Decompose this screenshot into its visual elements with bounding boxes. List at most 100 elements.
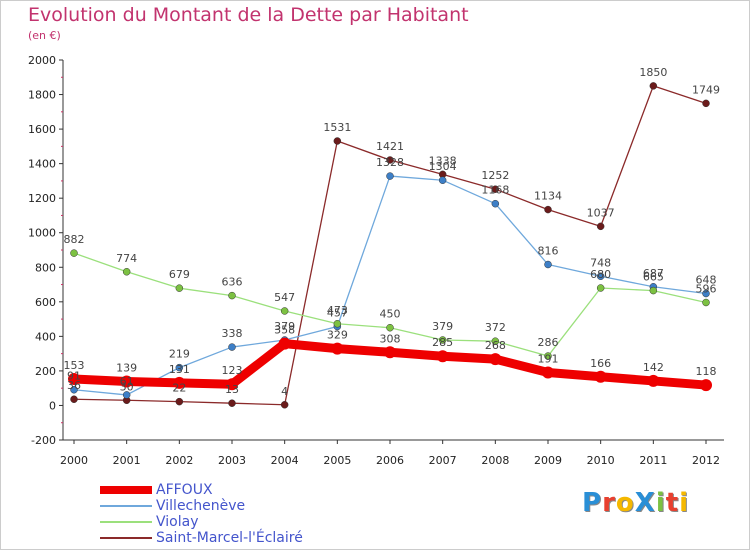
y-tick-label: 2000 <box>28 54 56 67</box>
data-point-violay <box>649 286 658 295</box>
y-tick-label: 800 <box>35 261 56 274</box>
y-tick-label: 1200 <box>28 192 56 205</box>
data-label-violay: 665 <box>643 271 664 284</box>
data-point-violay <box>491 337 500 345</box>
series-layer <box>68 82 712 409</box>
legend-item-affoux: AFFOUX <box>100 482 360 498</box>
data-label-villechene-ve: 687 <box>643 267 664 280</box>
proxiti-logo: ProXiti <box>582 488 689 518</box>
data-label-affoux: 142 <box>643 361 664 374</box>
data-label-villechene-ve: 61 <box>120 375 134 388</box>
legend-label: Villechenève <box>156 498 246 514</box>
y-tick-label: 600 <box>35 296 56 309</box>
data-label-affoux: 131 <box>169 363 190 376</box>
legend-swatch <box>100 537 152 539</box>
data-point-villechene-ve <box>70 385 78 394</box>
logo-letter: r <box>602 488 616 518</box>
data-point-saint-marcel-l-e-claire <box>544 205 552 214</box>
data-label-saint-marcel-l-e-claire: 1850 <box>639 66 667 79</box>
data-label-violay: 450 <box>380 308 401 321</box>
data-point-affoux <box>647 374 660 387</box>
data-point-villechene-ve <box>596 272 605 281</box>
data-point-violay <box>544 352 552 360</box>
chart-title: Evolution du Montant de la Dette par Hab… <box>28 4 469 26</box>
data-point-villechene-ve <box>438 176 447 184</box>
x-tick-label: 2003 <box>218 454 246 467</box>
data-label-saint-marcel-l-e-claire: 22 <box>172 382 186 395</box>
data-label-violay: 473 <box>327 304 348 317</box>
data-point-violay <box>70 249 78 257</box>
logo-letter: o <box>615 488 635 518</box>
data-label-violay: 379 <box>432 320 453 333</box>
y-tick-label: 0 <box>49 399 56 412</box>
x-tick-label: 2012 <box>692 454 720 467</box>
x-tick-label: 2005 <box>323 454 351 467</box>
legend-swatch <box>100 505 152 507</box>
data-label-affoux: 308 <box>380 332 401 345</box>
data-point-violay <box>122 268 131 276</box>
y-tick-label: 1000 <box>28 227 56 240</box>
legend-item-violay: Violay <box>100 514 360 530</box>
data-point-violay <box>438 336 447 344</box>
logo-letter: i <box>655 488 666 518</box>
data-label-saint-marcel-l-e-claire: 30 <box>120 380 134 393</box>
data-label-violay: 596 <box>696 283 717 296</box>
data-label-affoux: 123 <box>222 364 243 377</box>
data-point-saint-marcel-l-e-claire <box>649 82 658 90</box>
data-label-saint-marcel-l-e-claire: 1531 <box>323 121 351 134</box>
data-label-saint-marcel-l-e-claire: 1252 <box>481 169 509 182</box>
data-point-violay <box>228 291 236 300</box>
data-label-saint-marcel-l-e-claire: 1037 <box>587 206 615 219</box>
data-label-affoux: 118 <box>696 365 717 378</box>
logo-letter: t <box>665 488 680 518</box>
data-label-villechene-ve: 91 <box>67 370 81 383</box>
data-point-saint-marcel-l-e-claire <box>386 156 394 164</box>
legend-item-saint-marcel-l-e-claire: Saint-Marcel-l'Éclairé <box>100 530 360 546</box>
logo-letter: P <box>582 488 603 518</box>
x-tick-label: 2010 <box>587 454 615 467</box>
data-label-affoux: 153 <box>64 359 85 372</box>
data-point-villechene-ve <box>702 289 710 298</box>
y-tick-label: 400 <box>35 330 56 343</box>
x-tick-label: 2004 <box>271 454 299 467</box>
legend-label: AFFOUX <box>156 482 213 498</box>
data-point-saint-marcel-l-e-claire <box>333 137 342 145</box>
data-label-villechene-ve: 1304 <box>429 160 457 173</box>
data-point-villechene-ve <box>122 391 131 399</box>
data-point-affoux <box>278 337 291 350</box>
x-tick-label: 2000 <box>60 454 88 467</box>
data-point-violay <box>280 307 289 315</box>
x-tick-label: 2008 <box>481 454 509 467</box>
data-point-saint-marcel-l-e-claire <box>491 185 500 193</box>
data-point-affoux <box>173 376 186 389</box>
data-point-violay <box>386 323 394 332</box>
data-point-villechene-ve <box>544 260 552 269</box>
legend-label: Violay <box>156 514 199 530</box>
chart-unit-label: (en €) <box>28 29 61 42</box>
x-tick-label: 2006 <box>376 454 404 467</box>
axes: -200 0 200 400 600 800 1000 1200 1400 1600 1800 200… <box>28 54 724 467</box>
data-label-villechene-ve: 1168 <box>481 184 509 197</box>
data-label-violay: 680 <box>590 268 611 281</box>
data-point-saint-marcel-l-e-claire <box>228 399 236 407</box>
legend-label: Saint-Marcel-l'Éclairé <box>156 530 303 546</box>
data-point-affoux <box>226 378 238 391</box>
x-tick-label: 2002 <box>165 454 193 467</box>
data-label-violay: 547 <box>274 291 295 304</box>
data-label-saint-marcel-l-e-claire: 36 <box>67 379 81 392</box>
data-point-affoux <box>384 346 396 359</box>
data-label-affoux: 191 <box>538 352 559 365</box>
data-label-villechene-ve: 816 <box>538 245 559 258</box>
data-label-violay: 679 <box>169 268 190 281</box>
data-point-affoux <box>700 379 712 392</box>
data-label-affoux: 139 <box>116 361 137 374</box>
legend-swatch <box>100 521 152 523</box>
y-tick-label: 1800 <box>28 89 56 102</box>
logo-letter: i <box>679 488 690 518</box>
data-point-saint-marcel-l-e-claire <box>280 401 289 409</box>
data-point-villechene-ve <box>228 343 236 351</box>
data-point-saint-marcel-l-e-claire <box>175 397 184 406</box>
data-label-affoux: 358 <box>274 324 295 337</box>
data-point-violay <box>333 320 342 328</box>
